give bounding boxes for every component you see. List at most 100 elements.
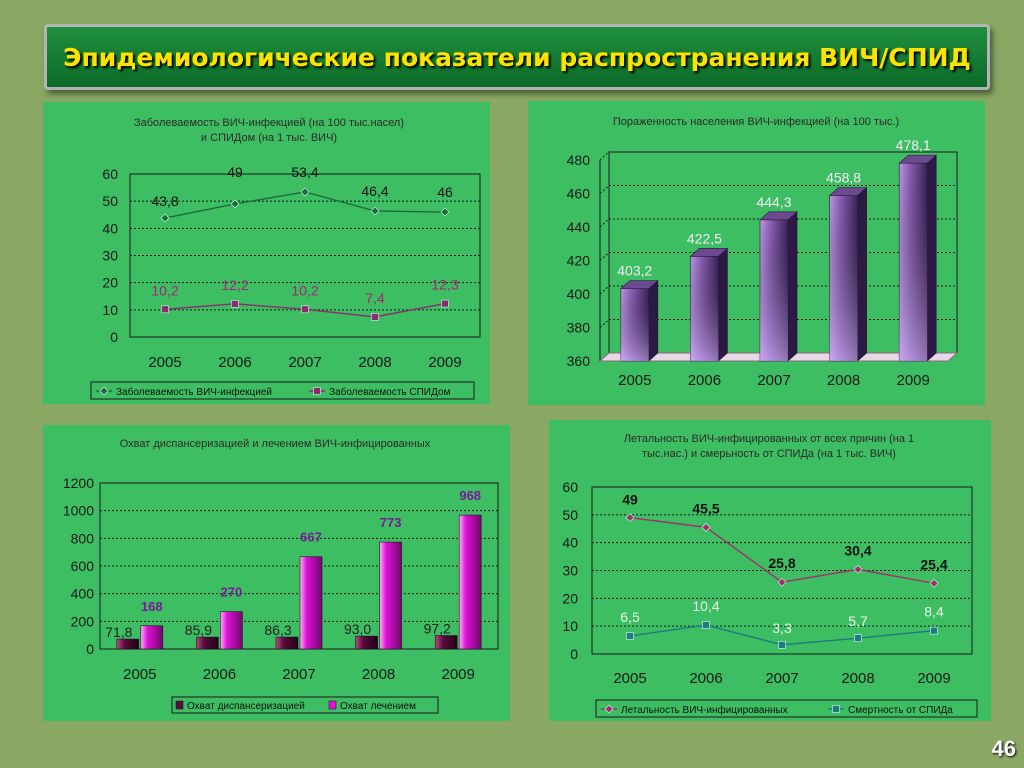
data-point xyxy=(701,522,711,532)
legend-label: Заболеваемость СПИДом xyxy=(329,386,450,398)
bar xyxy=(116,638,140,650)
y-tick-label: 0 xyxy=(110,329,118,345)
bar-side xyxy=(648,279,659,362)
bar-top xyxy=(828,187,868,196)
y-tick-label: 1200 xyxy=(63,475,94,491)
bar-shine xyxy=(690,256,719,361)
x-tick-label: 2009 xyxy=(917,670,950,687)
data-label: 49 xyxy=(622,492,638,508)
data-label: 6,5 xyxy=(620,609,640,625)
data-label: 10,2 xyxy=(291,282,318,298)
plot-area xyxy=(591,486,973,655)
y-tick-label: 20 xyxy=(102,275,118,291)
x-tick-label: 2009 xyxy=(428,354,461,371)
slide-title: Эпидемиологические показатели распростра… xyxy=(63,42,971,72)
bar-side xyxy=(857,186,867,362)
data-label: 5,7 xyxy=(848,613,868,629)
chart-panel-mortality: Летальность ВИЧ-инфицированных от всех п… xyxy=(549,420,991,721)
y-tick-label: 60 xyxy=(102,166,118,182)
y-tick-label: 10 xyxy=(102,302,118,318)
bar-shine xyxy=(899,163,928,361)
data-label: 10,2 xyxy=(151,282,178,298)
title-banner: Эпидемиологические показатели распростра… xyxy=(44,24,990,90)
chart-title-line: Заболеваемость ВИЧ-инфекцией (на 100 тыс… xyxy=(134,117,404,129)
data-label: 86,3 xyxy=(264,622,291,638)
x-tick-label: 2008 xyxy=(841,670,874,687)
x-tick-label: 2006 xyxy=(688,372,721,389)
y-tick-label: 800 xyxy=(71,530,95,546)
data-label: 85,9 xyxy=(185,622,212,638)
data-label: 71,8 xyxy=(105,624,132,640)
data-label: 168 xyxy=(141,599,163,614)
data-label: 968 xyxy=(459,488,481,503)
y-tick-label: 0 xyxy=(570,646,578,662)
x-tick-label: 2005 xyxy=(618,372,651,389)
data-label: 93,0 xyxy=(344,621,371,637)
gridline-side xyxy=(599,252,610,261)
legend-swatch xyxy=(328,700,337,710)
data-label: 12,2 xyxy=(221,277,248,293)
bar xyxy=(299,556,323,650)
y-tick-label: 200 xyxy=(71,613,95,629)
data-point xyxy=(832,705,840,713)
y-tick-label: 40 xyxy=(102,220,118,236)
chart-svg-incidence: Заболеваемость ВИЧ-инфекцией (на 100 тыс… xyxy=(90,117,481,400)
x-tick-label: 2007 xyxy=(765,670,798,687)
chart-panel-prevalence: Пораженность населения ВИЧ-инфекцией (на… xyxy=(528,101,985,405)
data-point xyxy=(230,199,240,209)
bar-top xyxy=(620,280,659,289)
x-tick-label: 2005 xyxy=(613,670,646,687)
gridline-side xyxy=(599,285,610,295)
legend-label: Заболеваемость ВИЧ-инфекцией xyxy=(116,386,272,398)
gridline-side xyxy=(599,218,610,228)
bar xyxy=(355,635,378,650)
gridline-side xyxy=(599,185,610,194)
data-label: 53,4 xyxy=(291,164,318,180)
legend-swatch xyxy=(175,700,184,710)
data-point xyxy=(626,632,634,640)
data-point xyxy=(930,626,938,635)
data-label: 97,2 xyxy=(424,621,451,637)
gridline-side xyxy=(599,151,610,161)
x-tick-label: 2007 xyxy=(288,354,321,371)
x-tick-label: 2008 xyxy=(362,666,395,683)
data-label: 478,1 xyxy=(896,137,931,153)
data-label: 270 xyxy=(221,585,243,600)
y-tick-label: 400 xyxy=(71,586,95,602)
data-label: 8,4 xyxy=(924,604,944,620)
y-tick-label: 40 xyxy=(562,535,578,551)
legend-label: Охват диспансеризацией xyxy=(187,701,305,712)
data-point xyxy=(231,300,239,308)
data-label: 46,4 xyxy=(361,183,388,199)
y-tick-label: 10 xyxy=(562,618,578,634)
y-tick-label: 360 xyxy=(567,353,591,369)
y-tick-label: 600 xyxy=(71,558,95,574)
bar xyxy=(140,625,164,650)
y-tick-label: 50 xyxy=(562,507,578,523)
data-point xyxy=(160,213,170,223)
chart-svg-coverage: Охват диспансеризацией и лечением ВИЧ-ин… xyxy=(63,438,499,714)
data-point xyxy=(778,641,786,649)
data-label: 30,4 xyxy=(844,542,871,558)
gridline-side xyxy=(599,319,610,328)
x-tick-label: 2007 xyxy=(282,666,315,683)
x-tick-label: 2008 xyxy=(827,372,860,389)
bar xyxy=(196,636,219,650)
x-tick-label: 2009 xyxy=(897,372,930,389)
data-point xyxy=(777,577,787,587)
bar-top xyxy=(898,154,937,164)
data-label: 25,8 xyxy=(768,555,795,571)
data-point xyxy=(854,634,862,642)
data-point xyxy=(99,386,109,396)
data-label: 667 xyxy=(300,530,322,545)
bar xyxy=(220,611,243,650)
data-point xyxy=(300,187,310,197)
chart-title-line: тыс.нас.) и смерьность от СПИДа (на 1 ты… xyxy=(642,448,896,460)
data-point xyxy=(440,207,450,217)
y-tick-label: 20 xyxy=(562,590,578,606)
x-tick-label: 2005 xyxy=(123,666,156,683)
x-tick-label: 2008 xyxy=(358,354,391,371)
bar xyxy=(379,541,402,650)
y-tick-label: 380 xyxy=(567,320,591,336)
data-point xyxy=(313,387,321,395)
